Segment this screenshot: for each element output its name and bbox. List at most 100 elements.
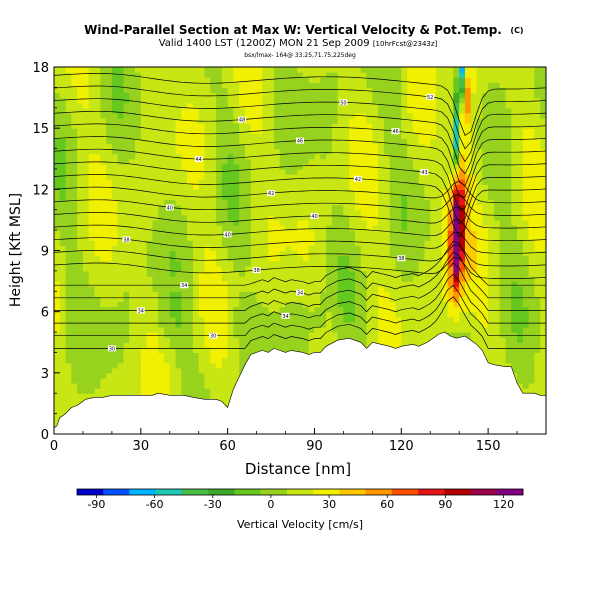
field-cell	[111, 174, 119, 180]
field-cell	[227, 393, 235, 399]
field-cell	[245, 306, 252, 313]
field-cell	[343, 117, 350, 124]
field-cell	[441, 174, 449, 180]
field-cell	[123, 158, 130, 165]
field-cell	[192, 209, 200, 216]
field-cell	[169, 138, 177, 145]
field-cell	[216, 235, 223, 241]
field-cell	[181, 260, 188, 267]
field-cell	[54, 367, 61, 374]
field-cell	[111, 311, 119, 318]
field-cell	[181, 240, 188, 247]
field-cell	[169, 184, 177, 190]
field-cell	[146, 377, 153, 384]
field-cell	[187, 77, 194, 83]
field-cell	[366, 337, 373, 343]
field-cell	[54, 296, 61, 303]
field-cell	[326, 296, 333, 303]
field-cell	[198, 179, 206, 185]
field-cell	[378, 158, 385, 165]
field-cell	[77, 230, 84, 236]
field-cell	[65, 270, 72, 277]
field-cell	[65, 383, 72, 389]
field-cell	[59, 204, 67, 211]
field-cell	[349, 67, 356, 73]
field-cell	[181, 82, 188, 88]
field-cell	[100, 281, 107, 287]
field-cell	[378, 143, 385, 150]
field-cell	[285, 316, 292, 323]
field-cell	[418, 133, 426, 139]
field-cell	[273, 189, 281, 196]
field-cell	[111, 138, 119, 145]
field-cell	[88, 194, 96, 201]
field-cell	[430, 265, 437, 272]
field-cell	[71, 357, 78, 364]
field-cell	[326, 291, 333, 297]
field-cell	[412, 174, 420, 180]
field-cell	[314, 296, 321, 303]
field-cell	[418, 123, 426, 129]
field-cell	[430, 138, 437, 145]
field-cell	[360, 311, 368, 318]
field-cell	[65, 92, 72, 99]
field-cell	[418, 87, 426, 94]
field-cell	[412, 143, 420, 150]
field-cell	[221, 199, 229, 206]
field-cell	[135, 311, 142, 318]
field-cell	[146, 168, 153, 175]
field-cell	[297, 133, 304, 139]
field-cell	[331, 245, 339, 252]
field-cell	[245, 117, 252, 124]
field-cell	[308, 67, 316, 73]
field-cell	[117, 260, 125, 267]
field-cell	[88, 332, 96, 338]
field-cell	[169, 112, 177, 119]
field-cell	[152, 326, 159, 333]
field-cell	[245, 112, 252, 119]
field-cell	[204, 87, 211, 94]
field-cell	[337, 296, 345, 303]
field-cell	[152, 163, 159, 170]
field-cell	[366, 87, 373, 94]
field-cell	[82, 107, 90, 114]
field-cell	[59, 67, 67, 73]
field-cell	[146, 77, 153, 83]
field-cell	[100, 383, 107, 389]
field-cell	[117, 321, 125, 328]
field-cell	[192, 148, 200, 155]
field-cell	[82, 316, 90, 323]
field-cell	[256, 72, 263, 78]
field-cell	[77, 321, 84, 328]
field-cell	[291, 92, 298, 99]
field-cell	[221, 128, 229, 134]
field-cell	[221, 362, 229, 369]
field-cell	[436, 296, 443, 303]
field-cell	[158, 321, 165, 328]
field-cell	[152, 133, 159, 139]
field-cell	[71, 219, 78, 226]
field-cell	[100, 112, 107, 119]
field-cell	[372, 82, 379, 88]
field-cell	[279, 67, 287, 73]
field-cell	[82, 174, 90, 180]
field-cell	[192, 265, 200, 272]
field-cell	[88, 388, 96, 394]
field-cell	[308, 316, 316, 323]
field-cell	[216, 67, 223, 73]
field-cell	[395, 138, 402, 145]
field-cell	[227, 321, 235, 328]
field-cell	[77, 372, 84, 379]
field-cell	[100, 265, 107, 272]
field-cell	[418, 112, 426, 119]
field-cell	[297, 77, 304, 83]
field-cell	[210, 311, 217, 318]
field-cell	[372, 275, 379, 282]
field-cell	[279, 72, 287, 78]
field-cell	[273, 72, 281, 78]
field-cell	[117, 102, 125, 109]
field-cell	[77, 332, 84, 338]
field-cell	[297, 92, 304, 99]
field-cell	[111, 112, 119, 119]
field-cell	[233, 128, 240, 134]
